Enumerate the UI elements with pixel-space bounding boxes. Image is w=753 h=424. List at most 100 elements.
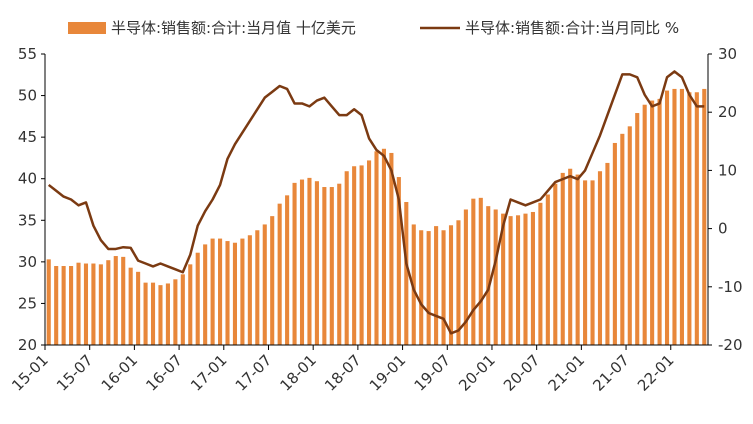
bar [650, 100, 655, 345]
legend-line-label: 半导体:销售额:合计:当月同比 % [465, 19, 679, 37]
x-tick-label: 20-07 [500, 351, 544, 395]
bar [478, 197, 483, 345]
bar [702, 88, 707, 346]
bar [352, 166, 357, 345]
bar [553, 183, 558, 345]
bar [225, 241, 230, 345]
bar [508, 216, 513, 345]
x-tick-label: 21-01 [545, 351, 589, 395]
bar [180, 274, 185, 345]
x-tick-label: 17-07 [232, 351, 276, 395]
bar [106, 260, 111, 345]
bar [262, 224, 267, 345]
legend: 半导体:销售额:合计:当月值 十亿美元 半导体:销售额:合计:当月同比 % [68, 19, 679, 37]
bar [389, 152, 394, 345]
bar [54, 266, 59, 345]
line-series [47, 70, 705, 335]
legend-bar-swatch [68, 22, 106, 34]
bar [396, 177, 401, 345]
bar [143, 282, 148, 345]
bar [329, 187, 334, 345]
bar [456, 220, 461, 345]
bar-series [46, 88, 707, 346]
bar [381, 148, 386, 345]
bar [493, 209, 498, 345]
bar [515, 215, 521, 345]
bar [538, 202, 543, 345]
bar [61, 266, 66, 345]
bar [605, 162, 610, 345]
bar [128, 267, 133, 345]
bar [218, 238, 223, 345]
bar [314, 181, 319, 345]
y-left-tick-label: 35 [18, 211, 37, 229]
bar [150, 282, 156, 345]
bar [277, 203, 282, 345]
bar [419, 230, 424, 345]
y-left-tick-label: 50 [18, 87, 37, 105]
bar [69, 266, 74, 345]
bar [136, 271, 141, 345]
bar [642, 104, 647, 345]
y-right-tick-label: -20 [718, 336, 743, 354]
x-tick-label: 17-01 [187, 351, 231, 395]
bar [612, 142, 617, 345]
bar [113, 256, 118, 345]
bar [76, 262, 81, 345]
x-tick-label: 18-07 [321, 351, 365, 395]
bar [285, 195, 290, 345]
bar [270, 216, 275, 345]
bar [91, 263, 96, 345]
bar [590, 180, 595, 345]
x-tick-label: 15-07 [53, 351, 97, 395]
bar [337, 183, 342, 345]
bar [568, 168, 573, 345]
bar [434, 226, 439, 345]
y-right-tick-label: -10 [718, 278, 743, 296]
x-tick-label: 16-07 [142, 351, 186, 395]
bar [247, 235, 252, 345]
bar [597, 171, 603, 345]
bar [426, 231, 431, 345]
bar [560, 172, 565, 345]
bar [232, 242, 238, 345]
bar [620, 133, 625, 345]
y-left-tick-label: 30 [18, 253, 37, 271]
y-left-tick-label: 55 [18, 45, 37, 63]
bar [664, 90, 670, 345]
bar [374, 151, 379, 345]
y-right-tick-label: 20 [718, 103, 737, 121]
bar [240, 238, 245, 345]
bar [411, 224, 416, 345]
x-tick-label: 22-01 [634, 351, 678, 395]
bar [441, 230, 446, 345]
x-tick-label: 21-07 [589, 351, 633, 395]
bar [158, 285, 163, 345]
bar [657, 98, 662, 346]
bar [448, 225, 454, 345]
y-right-tick-label: 30 [718, 45, 737, 63]
bar [486, 206, 491, 345]
bar [679, 88, 684, 346]
y-left-tick-label: 40 [18, 170, 37, 188]
y-right-tick-label: 10 [718, 161, 737, 179]
bar [307, 177, 312, 345]
bar [98, 264, 103, 345]
bar [545, 194, 550, 345]
bar [359, 165, 364, 345]
bar [165, 283, 170, 345]
bar [627, 126, 632, 345]
bar [121, 256, 126, 345]
x-tick-label: 15-01 [8, 351, 52, 395]
bar [367, 160, 372, 345]
bar [83, 263, 89, 345]
bar [299, 179, 305, 345]
bar [292, 182, 297, 345]
bar [583, 180, 588, 345]
x-tick-label: 16-01 [98, 351, 142, 395]
legend-bar-label: 半导体:销售额:合计:当月值 十亿美元 [111, 19, 356, 37]
y-left-tick-label: 25 [18, 294, 37, 312]
bar [203, 244, 208, 345]
